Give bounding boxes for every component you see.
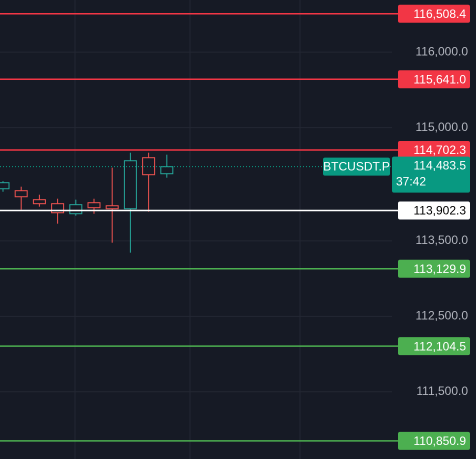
candle-body [123, 160, 137, 210]
level-label: 115,641.0 [414, 72, 467, 86]
y-tick-label: 116,000.0 [416, 44, 469, 58]
level-tag [398, 70, 470, 89]
candle-body [105, 205, 119, 210]
candle-body [0, 182, 10, 190]
level-tag [398, 337, 470, 356]
countdown-label: 37:42 [396, 175, 426, 189]
candle-body [51, 203, 65, 214]
y-tick-label: 113,500.0 [416, 233, 469, 247]
y-tick-label: 115,000.0 [416, 120, 469, 134]
candle-body [87, 202, 101, 209]
level-tag [398, 431, 470, 450]
level-tag [398, 259, 470, 278]
y-tick-label: 111,500.0 [416, 384, 468, 398]
level-label: 110,850.9 [414, 434, 467, 448]
level-label: 113,902.3 [414, 204, 467, 218]
level-tag [398, 141, 470, 160]
level-label: 113,129.9 [414, 262, 467, 276]
y-tick-label: 112,500.0 [416, 308, 469, 322]
candle-body [142, 157, 156, 176]
level-tag [398, 4, 470, 23]
level-label: 114,702.3 [414, 143, 467, 157]
symbol-tag [323, 157, 390, 176]
candle-body [69, 204, 83, 215]
candle-body [32, 199, 46, 205]
symbol-label: BTCUSDT.P [323, 160, 390, 174]
candle-body [160, 166, 174, 175]
level-tag [398, 201, 470, 220]
candle-body [14, 190, 28, 198]
level-label: 112,104.5 [414, 339, 467, 353]
last-price-label: 114,483.5 [414, 159, 467, 173]
level-label: 116,508.4 [414, 7, 467, 21]
last-price-tag [392, 156, 470, 193]
